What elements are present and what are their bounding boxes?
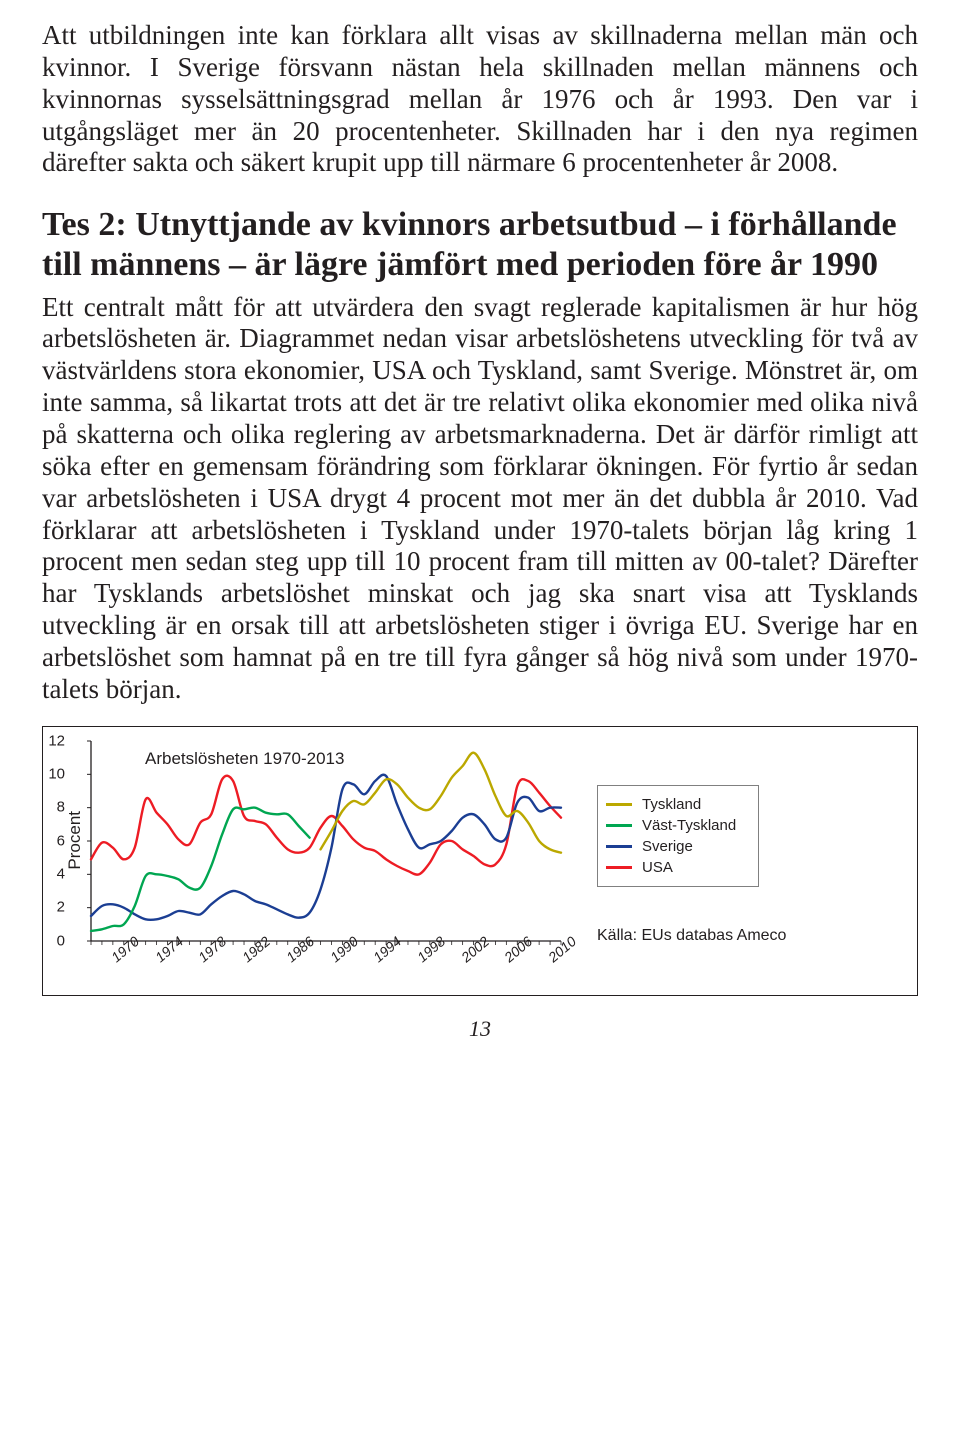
page: Att utbildningen inte kan förklara allt …	[0, 0, 960, 1072]
legend-item: Väst-Tyskland	[606, 817, 736, 834]
chart-y-tick: 2	[57, 899, 65, 916]
chart-y-tick: 0	[57, 932, 65, 949]
chart-y-tick: 8	[57, 799, 65, 816]
legend-label: USA	[642, 859, 673, 876]
chart-y-tick: 4	[57, 866, 65, 883]
chart-y-axis-label: Procent	[65, 811, 85, 870]
legend-item: USA	[606, 859, 736, 876]
legend-label: Tyskland	[642, 796, 701, 813]
legend-swatch	[606, 866, 632, 869]
legend-swatch	[606, 845, 632, 848]
page-number: 13	[42, 1016, 918, 1042]
paragraph-1: Att utbildningen inte kan förklara allt …	[42, 20, 918, 179]
chart-series-väst-tyskland	[91, 807, 310, 930]
paragraph-2: Ett centralt mått för att utvärdera den …	[42, 292, 918, 706]
chart-y-tick: 6	[57, 832, 65, 849]
legend-swatch	[606, 803, 632, 806]
chart-x-ticks: 1970197419781982198619901994199820022006…	[65, 951, 901, 991]
chart-y-tick: 12	[48, 732, 65, 749]
chart-legend: Tyskland Väst-Tyskland Sverige USA	[597, 785, 759, 887]
chart-source: Källa: EUs databas Ameco	[597, 927, 901, 945]
legend-item: Sverige	[606, 838, 736, 855]
legend-label: Sverige	[642, 838, 693, 855]
unemployment-chart: Procent Arbetslösheten 1970-2013 0246810…	[42, 726, 918, 996]
legend-swatch	[606, 824, 632, 827]
chart-series-usa	[91, 775, 561, 874]
chart-series-tyskland	[321, 752, 561, 852]
chart-y-tick: 10	[48, 766, 65, 783]
legend-label: Väst-Tyskland	[642, 817, 736, 834]
chart-series-sverige	[91, 774, 561, 919]
chart-plot-area: Arbetslösheten 1970-2013 024681012	[91, 741, 561, 941]
thesis-heading: Tes 2: Utnyttjande av kvinnors arbetsutb…	[42, 205, 918, 285]
legend-item: Tyskland	[606, 796, 736, 813]
chart-svg	[91, 741, 561, 941]
